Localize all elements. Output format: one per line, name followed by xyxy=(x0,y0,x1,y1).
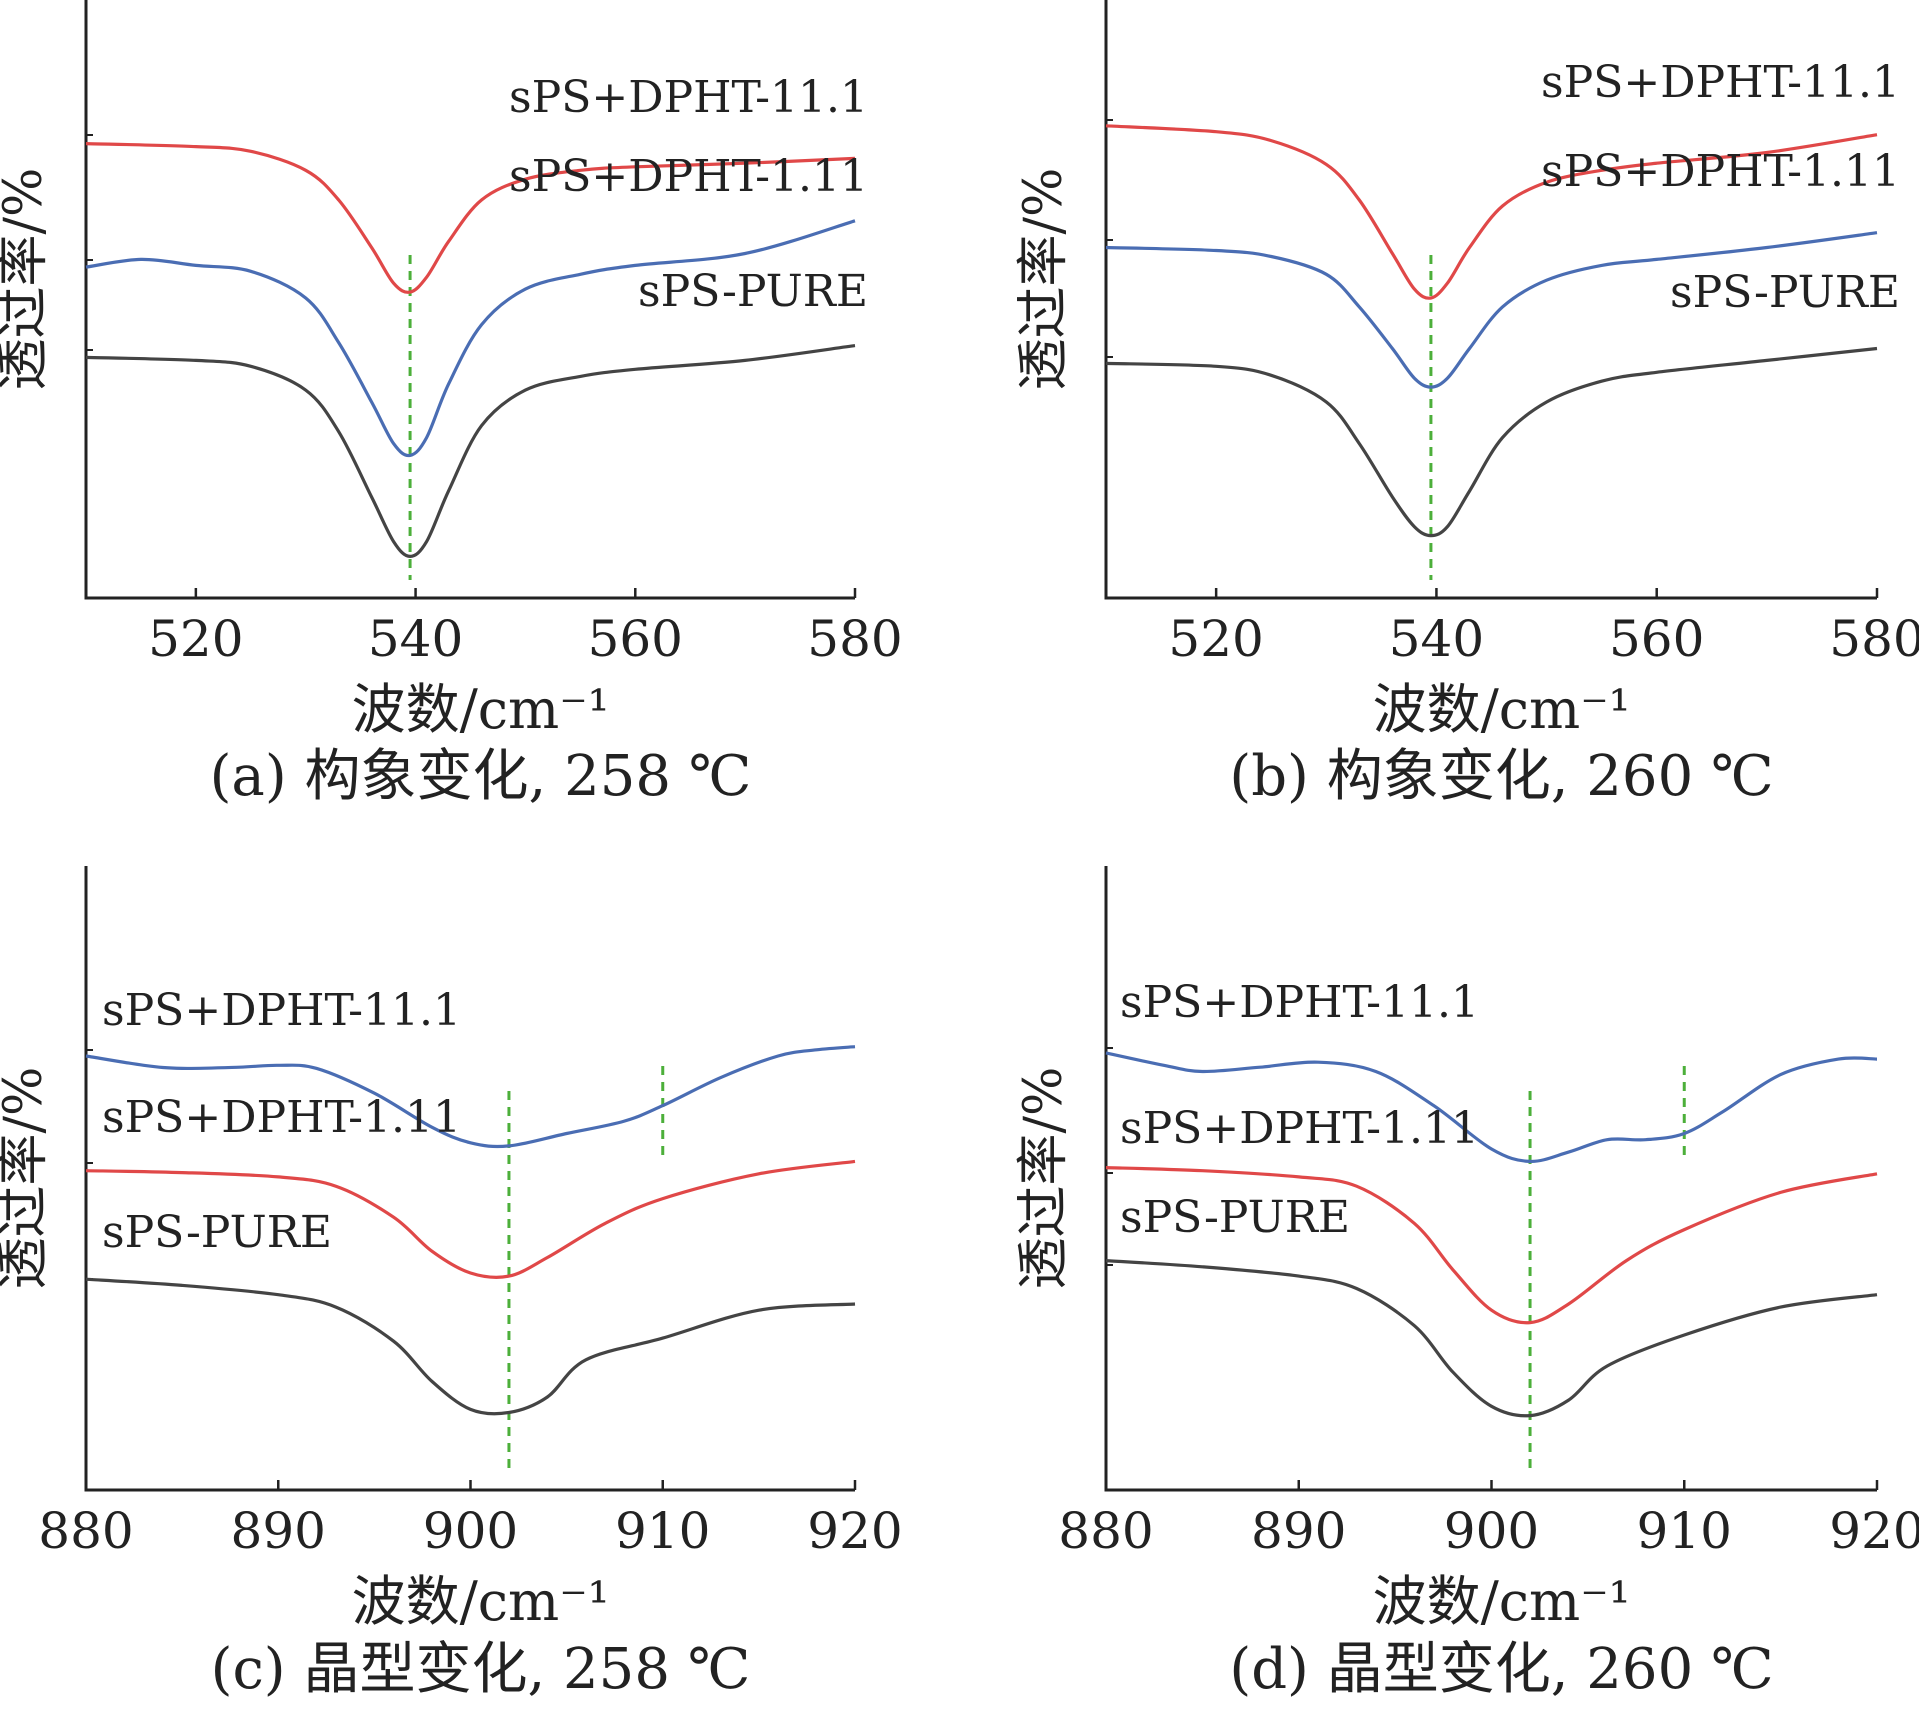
series-label: sPS+DPHT-11.1 xyxy=(102,985,461,1036)
series-line-sps-dpht-11-1 xyxy=(85,1045,856,1149)
x-tick-label: 890 xyxy=(1251,1502,1346,1560)
x-axis-label: 波数/cm⁻¹ xyxy=(1373,678,1631,741)
x-axis-label: 波数/cm⁻¹ xyxy=(352,1570,610,1633)
x-tick-label: 880 xyxy=(38,1502,133,1560)
series-label: sPS-PURE xyxy=(1120,1192,1350,1243)
x-tick-label: 560 xyxy=(588,610,683,668)
x-tick-label: 580 xyxy=(1829,610,1919,668)
series-line-sps-dpht-1-11 xyxy=(1105,231,1878,389)
series-line-sps-dpht-11-1 xyxy=(85,142,856,294)
chart-panel-c: 880 890 900 910 920 sPS+DPHT-11.1 sPS+DPHT-1.1… xyxy=(0,866,903,1702)
y-axis-label: 透过率/% xyxy=(0,168,54,391)
series-line-sps-dpht-11-1 xyxy=(1105,1051,1878,1164)
series-line-sps-dpht-1-11 xyxy=(85,219,856,458)
x-tick-label: 520 xyxy=(148,610,243,668)
chart-panel-a: 520 540 560 580 sPS+DPHT-11.1 sPS+DPHT-1.11 sP… xyxy=(0,0,903,809)
y-axis-label: 透过率/% xyxy=(0,1067,54,1290)
x-axis-label: 波数/cm⁻¹ xyxy=(1373,1570,1631,1633)
x-tick-label: 520 xyxy=(1168,610,1263,668)
series-label: sPS-PURE xyxy=(638,266,868,317)
series-line-sps-pure xyxy=(1105,1259,1878,1418)
panel-caption: (b) 构象变化, 260 ℃ xyxy=(1229,744,1773,809)
series-label: sPS+DPHT-1.11 xyxy=(1120,1103,1479,1154)
x-axis-label: 波数/cm⁻¹ xyxy=(352,678,610,741)
series-label: sPS+DPHT-1.11 xyxy=(509,151,868,202)
x-tick-label: 910 xyxy=(1637,1502,1732,1560)
series-label: sPS+DPHT-1.11 xyxy=(1541,146,1900,197)
x-tick-label: 910 xyxy=(615,1502,710,1560)
x-tick-label: 540 xyxy=(368,610,463,668)
x-tick-label: 890 xyxy=(231,1502,326,1560)
series-label: sPS-PURE xyxy=(102,1207,332,1258)
x-tick-label: 900 xyxy=(1444,1502,1539,1560)
series-line-sps-dpht-1-11 xyxy=(85,1159,856,1279)
x-tick-label: 900 xyxy=(423,1502,518,1560)
y-axis-label: 透过率/% xyxy=(1014,1067,1074,1290)
chart-panel-b: 520 540 560 580 sPS+DPHT-11.1 sPS+DPHT-1.11 sP… xyxy=(1014,0,1919,809)
series-label: sPS+DPHT-1.11 xyxy=(102,1092,461,1143)
panel-caption: (d) 晶型变化, 260 ℃ xyxy=(1229,1637,1773,1702)
x-tick-label: 560 xyxy=(1609,610,1704,668)
series-line-sps-pure xyxy=(1105,346,1878,538)
series-label: sPS+DPHT-11.1 xyxy=(1120,977,1479,1028)
series-line-sps-dpht-1-11 xyxy=(1105,1166,1878,1325)
panel-caption: (a) 构象变化, 258 ℃ xyxy=(210,744,752,809)
series-label: sPS+DPHT-11.1 xyxy=(1541,57,1900,108)
series-label: sPS-PURE xyxy=(1670,267,1900,318)
x-tick-label: 540 xyxy=(1389,610,1484,668)
x-tick-label: 920 xyxy=(807,1502,902,1560)
x-tick-label: 880 xyxy=(1058,1502,1153,1560)
x-tick-label: 920 xyxy=(1829,1502,1919,1560)
series-line-sps-pure xyxy=(85,1277,856,1416)
y-axis-label: 透过率/% xyxy=(1014,168,1074,391)
series-label: sPS+DPHT-11.1 xyxy=(509,72,868,123)
series-line-sps-dpht-11-1 xyxy=(1105,124,1878,300)
panel-caption: (c) 晶型变化, 258 ℃ xyxy=(211,1637,751,1702)
series-line-sps-pure xyxy=(85,344,856,559)
x-tick-label: 580 xyxy=(807,610,902,668)
chart-panel-d: 880 890 900 910 920 sPS+DPHT-11.1 sPS+DPHT-1.1… xyxy=(1014,866,1919,1702)
